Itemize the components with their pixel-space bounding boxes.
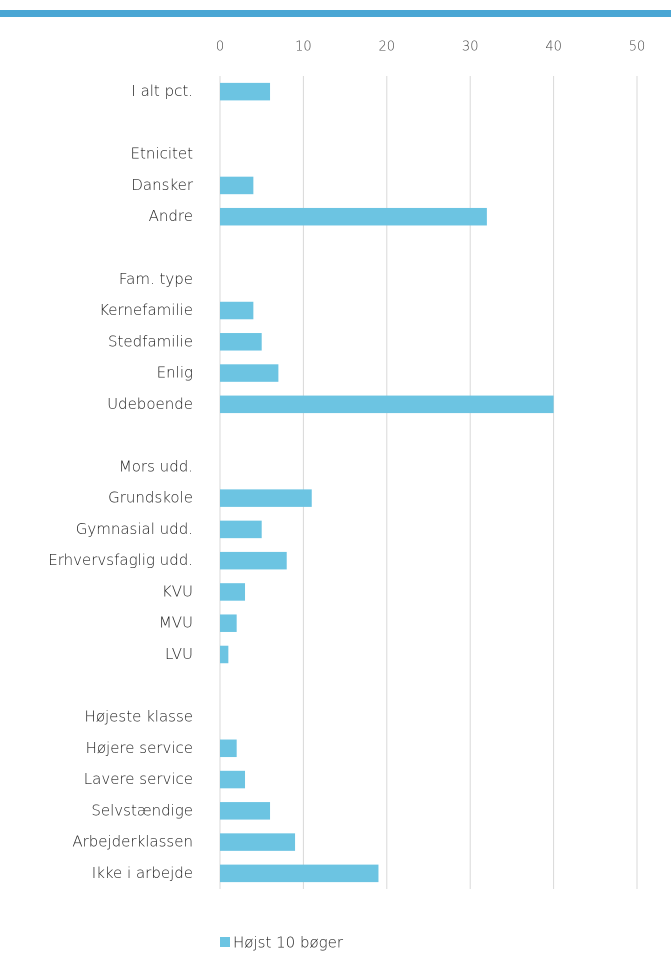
y-tick-label: Højere service bbox=[86, 739, 193, 757]
legend-label: Højst 10 bøger bbox=[233, 934, 344, 952]
bar bbox=[220, 395, 554, 414]
x-tick-label: 30 bbox=[462, 40, 479, 55]
bar bbox=[220, 364, 279, 382]
y-tick-label: Stedfamilie bbox=[108, 332, 193, 350]
y-tick-label: KVU bbox=[162, 582, 193, 600]
x-tick-label: 0 bbox=[216, 40, 224, 55]
y-tick-label: Arbejderklassen bbox=[72, 833, 193, 851]
bar bbox=[220, 802, 271, 820]
y-tick-label: I alt pct. bbox=[131, 82, 193, 100]
bar bbox=[220, 489, 312, 507]
bar bbox=[220, 551, 287, 570]
y-tick-label: Selvstændige bbox=[91, 801, 193, 819]
y-tick-label: Lavere service bbox=[84, 770, 193, 788]
bar bbox=[220, 520, 262, 539]
y-tick-label: MVU bbox=[159, 614, 193, 632]
y-tick-label: Ikke i arbejde bbox=[92, 864, 193, 882]
x-tick-label: 20 bbox=[379, 40, 396, 55]
x-tick-label: 10 bbox=[295, 40, 312, 55]
y-tick-label: Højeste klasse bbox=[85, 708, 193, 726]
y-tick-label: Udeboende bbox=[107, 395, 193, 413]
x-tick-label: 50 bbox=[629, 40, 646, 55]
bar bbox=[220, 583, 246, 601]
y-tick-label: Kernefamilie bbox=[99, 301, 193, 319]
bar bbox=[220, 739, 237, 758]
y-tick-label: Gymnasial udd. bbox=[76, 520, 193, 538]
y-tick-label: Mors udd. bbox=[119, 457, 193, 475]
bar bbox=[220, 301, 254, 320]
y-tick-label: Enlig bbox=[157, 364, 193, 382]
legend-swatch bbox=[220, 937, 230, 947]
x-tick-label: 40 bbox=[545, 40, 562, 55]
bar bbox=[220, 833, 296, 851]
y-tick-label: Andre bbox=[149, 207, 193, 225]
bar bbox=[220, 176, 254, 195]
y-tick-label: LVU bbox=[165, 645, 193, 663]
y-tick-label: Etnicitet bbox=[131, 145, 194, 163]
bar bbox=[220, 82, 271, 101]
bar bbox=[220, 770, 246, 789]
bar bbox=[220, 207, 487, 226]
bar bbox=[220, 333, 262, 351]
bar bbox=[220, 614, 237, 632]
bar bbox=[220, 645, 229, 664]
y-tick-label: Dansker bbox=[131, 176, 193, 194]
bar bbox=[220, 864, 379, 883]
y-tick-label: Grundskole bbox=[108, 489, 193, 507]
header-band bbox=[0, 10, 671, 17]
y-tick-label: Fam. type bbox=[119, 270, 193, 288]
y-tick-label: Erhvervsfaglig udd. bbox=[48, 551, 193, 569]
